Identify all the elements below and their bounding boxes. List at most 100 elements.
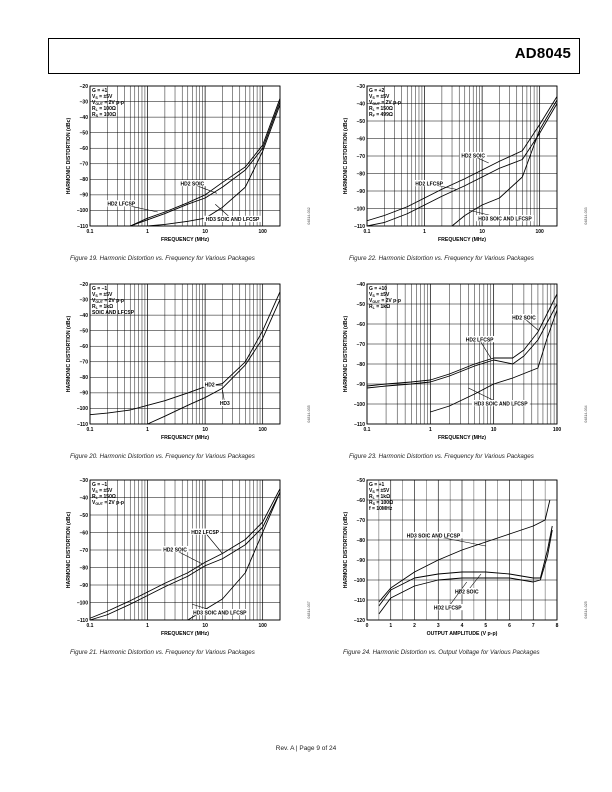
- condition-text: RL = 1kΩ: [369, 304, 390, 310]
- series-line-hd2: [89, 291, 281, 416]
- y-tick-label: –100: [354, 206, 365, 212]
- plot-frame: [366, 283, 558, 425]
- y-tick-label: –80: [357, 171, 366, 177]
- y-tick-label: –90: [357, 558, 366, 564]
- y-tick-label: –20: [80, 84, 89, 90]
- annotation-bg: [471, 400, 530, 407]
- y-tick-label: –110: [354, 598, 365, 604]
- condition-text: RF = 499Ω: [369, 112, 393, 118]
- x-tick-label: 10: [202, 229, 208, 235]
- chart-fig24: –120 –110 –100 –90 –80 –70 –60 –50 0 1 2 3 4 5 6 7 8 OUTP…: [343, 478, 588, 637]
- y-tick-label: –100: [354, 578, 365, 584]
- y-tick-label: –30: [357, 84, 366, 90]
- annotation-bg: [106, 200, 137, 207]
- y-tick-label: –50: [80, 328, 89, 334]
- y-tick-label: –30: [80, 99, 89, 105]
- annotation-bg: [476, 215, 534, 222]
- y-axis-title: HARMONIC DISTORTION (dBc): [343, 315, 349, 392]
- series-line-hd3-soic-and-lfcsp: [147, 104, 281, 227]
- x-tick-label: 1: [423, 229, 426, 235]
- annotation-hd3-soic-and-lfcsp: HD3 SOIC AND LFCSP: [474, 401, 528, 407]
- condition-text: RS = 100Ω: [369, 500, 393, 506]
- condition-text: VS = ±5V: [92, 292, 113, 298]
- part-number: AD8045: [514, 45, 571, 62]
- y-tick-label: –80: [357, 362, 366, 368]
- condition-text: G = +1: [369, 482, 385, 488]
- annotation-hd2-lfcsp: HD2 LFCSP: [107, 202, 135, 208]
- figure-code: 04814-033: [584, 207, 588, 224]
- plot-frame: [89, 479, 281, 621]
- y-tick-label: –60: [80, 146, 89, 152]
- annotation-hd3: HD3: [220, 401, 230, 407]
- caption-fig23: Figure 23. Harmonic Distortion vs. Frequ…: [349, 453, 534, 460]
- y-tick-label: –70: [357, 518, 366, 524]
- x-tick-label: 10: [479, 229, 485, 235]
- y-axis-title: HARMONIC DISTORTION (dBc): [66, 315, 72, 392]
- annotation-hd2-soic: HD2 SOIC: [455, 589, 479, 595]
- y-tick-label: –60: [357, 498, 366, 504]
- x-tick-label: 1: [146, 427, 149, 433]
- x-axis-title: OUTPUT AMPLITUDE (V p-p): [427, 631, 498, 637]
- x-tick-label: 0.1: [87, 623, 94, 629]
- condition-text: RL = 150Ω: [369, 106, 393, 112]
- caption-fig20: Figure 20. Harmonic Distortion vs. Frequ…: [70, 453, 255, 460]
- caption-fig24: Figure 24. Harmonic Distortion vs. Outpu…: [343, 649, 540, 656]
- y-tick-label: –20: [80, 282, 89, 288]
- condition-text: G = –1: [92, 286, 107, 292]
- series-line-hd3-soic-and-lfcsp: [378, 499, 551, 603]
- x-tick-label: 100: [536, 229, 545, 235]
- y-tick-label: –120: [354, 618, 365, 624]
- plot-frame: [89, 283, 281, 425]
- y-tick-label: –80: [80, 375, 89, 381]
- series-line-hd3-soic-and-lfcsp: [430, 309, 558, 413]
- annotation-hd2-lfcsp: HD2 LFCSP: [191, 530, 219, 536]
- figure-24: –120 –110 –100 –90 –80 –70 –60 –50 0 1 2 3 4 5 6 7 8 OUTP…: [335, 476, 597, 656]
- caption-fig22: Figure 22. Harmonic Distortion vs. Frequ…: [349, 255, 534, 262]
- y-tick-label: –50: [357, 119, 366, 125]
- y-tick-label: –60: [80, 344, 89, 350]
- x-tick-label: 100: [259, 623, 268, 629]
- x-tick-label: 1: [146, 229, 149, 235]
- series-line-hd3: [147, 299, 281, 425]
- series-line-hd2-soic: [378, 525, 553, 607]
- annotation-bg: [161, 546, 189, 553]
- plot-frame: [366, 479, 558, 621]
- y-tick-label: –30: [80, 478, 89, 484]
- series-line-hd3-soic-and-lfcsp: [187, 492, 281, 621]
- y-tick-label: –40: [80, 115, 89, 121]
- condition-text: VOUT = 2V p-p: [92, 100, 124, 106]
- y-tick-label: –90: [357, 382, 366, 388]
- y-tick-label: –50: [357, 302, 366, 308]
- figure-19: –110 –100 –90 –80 –70 –60 –50 –40 –30 –20 0.1 1 10 10…: [58, 82, 320, 262]
- series-line-hd3-soic-and-lfcsp: [451, 99, 558, 227]
- condition-text: RL = 1kΩ: [369, 494, 390, 500]
- x-tick-label: 8: [556, 623, 559, 629]
- figure-code: 04814-032: [307, 207, 311, 224]
- annotation-leader: [174, 549, 203, 565]
- condition-text: SOIC AND LFCSP: [92, 310, 135, 316]
- y-tick-label: –100: [77, 208, 88, 214]
- annotation-hd2-soic: HD2 SOIC: [163, 547, 187, 553]
- y-tick-label: –70: [80, 548, 89, 554]
- series-line-hd2-lfcsp: [366, 103, 558, 227]
- annotation-leader: [447, 581, 467, 609]
- annotation-bg: [404, 532, 463, 539]
- x-tick-label: 10: [202, 427, 208, 433]
- y-tick-label: –100: [77, 600, 88, 606]
- annotation-bg: [203, 381, 216, 388]
- annotation-hd3-soic-and-lfcsp: HD3 SOIC AND LFCSP: [407, 533, 461, 539]
- condition-text: VS = ±5V: [369, 292, 390, 298]
- y-tick-label: –100: [354, 402, 365, 408]
- figure-code: 04814-037: [307, 601, 311, 618]
- chart-fig19: –110 –100 –90 –80 –70 –60 –50 –40 –30 –20 0.1 1 10 10…: [66, 84, 311, 243]
- annotation-bg: [203, 215, 262, 222]
- y-axis-title: HARMONIC DISTORTION (dBc): [66, 117, 72, 194]
- condition-text: VS = ±5V: [369, 94, 390, 100]
- annotation-hd2-soic: HD2 SOIC: [512, 315, 536, 321]
- series-line-hd2-lfcsp: [130, 101, 281, 227]
- annotation-bg: [178, 180, 207, 187]
- figure-code: 04814-035: [307, 405, 311, 422]
- annotation-bg: [413, 180, 445, 187]
- x-tick-label: 0.1: [364, 427, 371, 433]
- figure-code: 04814-025: [584, 601, 588, 618]
